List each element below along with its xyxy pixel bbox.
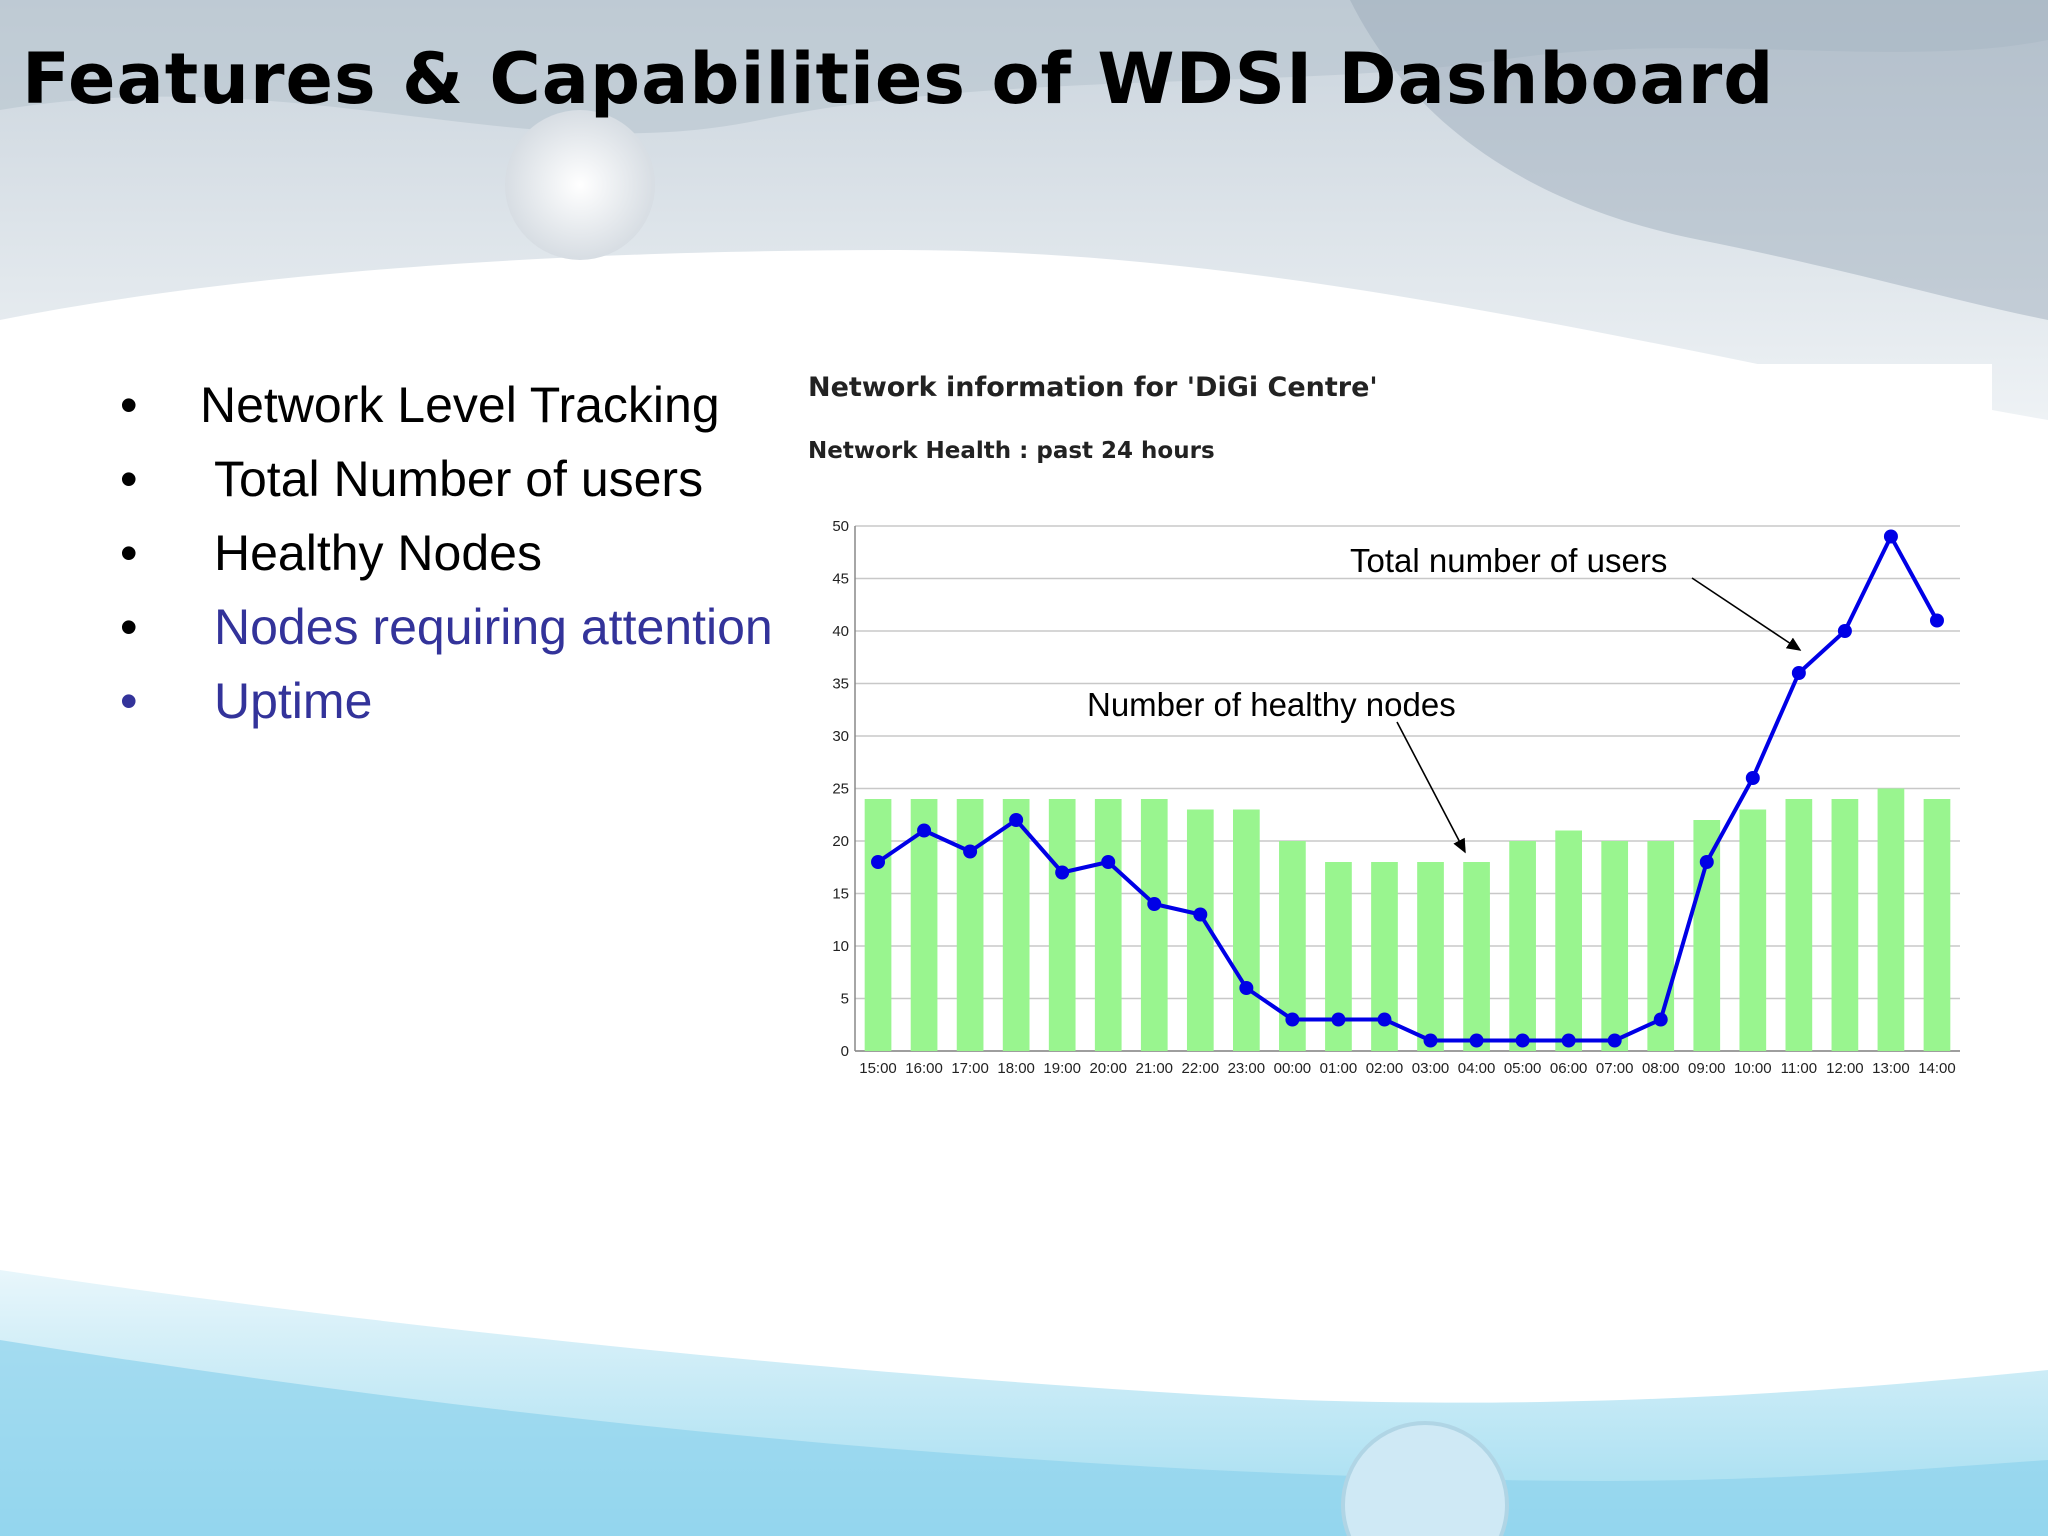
list-item-text: Network Level Tracking	[200, 377, 720, 433]
bar	[910, 799, 938, 1051]
y-tick-label: 20	[832, 833, 849, 850]
users-point	[1837, 624, 1852, 638]
bar	[1417, 862, 1444, 1051]
bar	[1739, 809, 1767, 1051]
users-point	[1791, 666, 1806, 680]
bar	[1048, 799, 1076, 1051]
users-point	[1285, 1012, 1300, 1027]
x-tick-label: 12:00	[1826, 1060, 1864, 1077]
x-tick-label: 19:00	[1043, 1060, 1081, 1077]
users-point	[1009, 813, 1024, 827]
bar	[1877, 788, 1905, 1051]
x-tick-label: 15:00	[859, 1060, 897, 1077]
users-point	[1699, 855, 1714, 869]
x-tick-label: 10:00	[1734, 1060, 1772, 1077]
users-point	[1239, 981, 1254, 995]
users-point	[1929, 613, 1944, 628]
x-tick-label: 18:00	[997, 1060, 1035, 1077]
x-tick-label: 22:00	[1182, 1060, 1220, 1077]
x-tick-label: 23:00	[1228, 1060, 1266, 1077]
users-point	[1515, 1033, 1530, 1048]
users-point	[1147, 897, 1162, 911]
bar	[1923, 799, 1951, 1051]
x-tick-label: 02:00	[1366, 1060, 1404, 1077]
bar	[1463, 862, 1490, 1051]
bar	[1233, 809, 1260, 1051]
users-point	[1561, 1033, 1576, 1048]
users-point	[1055, 865, 1070, 880]
y-tick-label: 5	[841, 991, 849, 1008]
users-point	[1883, 529, 1898, 544]
x-tick-label: 14:00	[1918, 1060, 1956, 1077]
x-tick-label: 03:00	[1412, 1060, 1450, 1077]
y-tick-label: 45	[832, 571, 849, 588]
x-tick-label: 06:00	[1550, 1060, 1588, 1077]
x-tick-label: 05:00	[1504, 1060, 1542, 1077]
x-tick-label: 08:00	[1642, 1060, 1680, 1077]
x-tick-label: 09:00	[1688, 1060, 1726, 1077]
x-tick-label: 11:00	[1781, 1060, 1817, 1077]
users-point	[1607, 1033, 1622, 1048]
y-tick-label: 35	[832, 676, 849, 693]
bar	[1002, 799, 1030, 1051]
bar	[1785, 799, 1813, 1051]
users-point	[871, 855, 886, 869]
users-point	[1423, 1033, 1438, 1048]
y-tick-label: 30	[832, 728, 849, 745]
users-point	[1653, 1012, 1668, 1027]
chart-panel-header: Network information for 'DiGi Centre'	[808, 372, 1378, 403]
bar	[956, 799, 984, 1051]
bar	[1601, 841, 1629, 1051]
users-point	[1377, 1012, 1392, 1027]
x-tick-label: 20:00	[1089, 1060, 1127, 1077]
bar	[864, 799, 892, 1051]
annotation-healthy-nodes: Number of healthy nodes	[1087, 686, 1456, 723]
bar	[1693, 820, 1721, 1051]
annotation-arrow	[1691, 577, 1802, 651]
x-tick-label: 01:00	[1320, 1060, 1358, 1077]
bullet-dot: •	[120, 599, 138, 655]
bullet-dot: •	[120, 673, 138, 729]
list-item-text: Total Number of users	[214, 451, 704, 507]
x-tick-label: 17:00	[951, 1060, 989, 1077]
users-point	[1101, 855, 1116, 869]
y-tick-label: 40	[832, 623, 849, 640]
x-tick-label: 13:00	[1872, 1060, 1910, 1077]
bar	[1555, 830, 1582, 1051]
bullet-dot: •	[120, 525, 138, 581]
bar	[1831, 799, 1859, 1051]
list-item-text: Uptime	[214, 673, 373, 729]
users-line	[876, 534, 1939, 1043]
y-tick-label: 50	[832, 518, 849, 535]
users-point	[917, 823, 932, 838]
y-tick-label: 10	[832, 938, 849, 955]
users-point	[1469, 1033, 1484, 1048]
annotation-total-users: Total number of users	[1350, 542, 1667, 579]
y-tick-label: 0	[841, 1043, 849, 1060]
x-tick-label: 00:00	[1274, 1060, 1312, 1077]
users-point	[963, 844, 978, 859]
x-tick-label: 04:00	[1458, 1060, 1496, 1077]
users-point	[1331, 1012, 1346, 1027]
bullet-dot: •	[120, 377, 138, 433]
bullet-dot: •	[120, 451, 138, 507]
slide-title: Features & Capabilities of WDSI Dashboar…	[22, 38, 1775, 120]
y-tick-label: 25	[832, 781, 849, 798]
x-tick-label: 07:00	[1596, 1060, 1634, 1077]
list-item-text: Healthy Nodes	[214, 525, 542, 581]
x-tick-label: 21:00	[1135, 1060, 1173, 1077]
users-point	[1193, 907, 1208, 922]
bar	[1140, 799, 1168, 1051]
y-tick-label: 15	[832, 886, 849, 903]
users-point	[1745, 771, 1760, 785]
list-item-text: Nodes requiring attention	[214, 599, 773, 655]
chart-panel-subheader: Network Health : past 24 hours	[808, 438, 1215, 464]
bar	[1094, 799, 1122, 1051]
x-tick-label: 16:00	[905, 1060, 943, 1077]
annotation-arrow	[1396, 721, 1466, 854]
bar	[1509, 841, 1536, 1051]
